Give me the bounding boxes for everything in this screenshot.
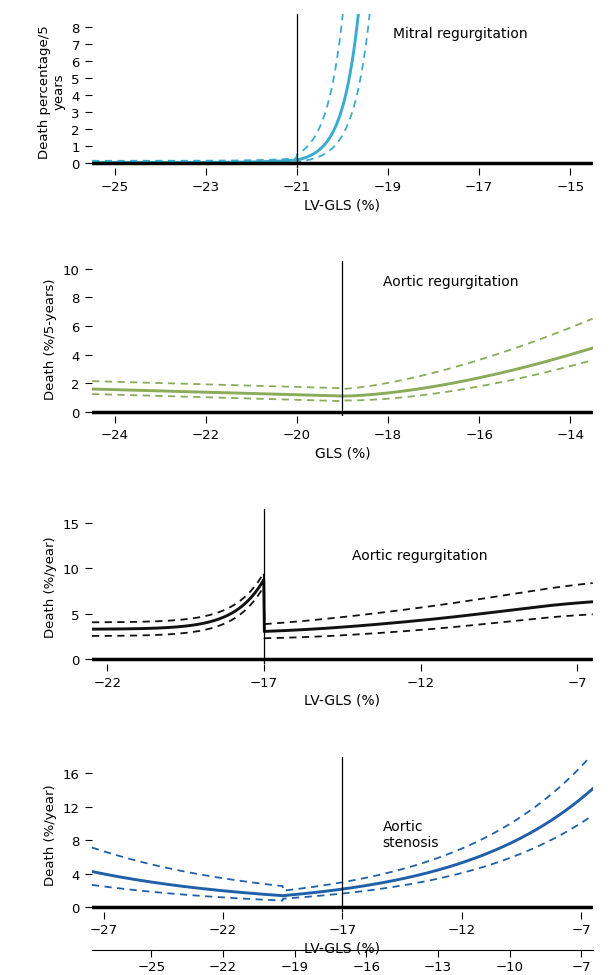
X-axis label: LV-GLS (%): LV-GLS (%): [304, 693, 380, 707]
Y-axis label: Death percentage/5
years: Death percentage/5 years: [38, 25, 66, 159]
Y-axis label: Death (%/5-years): Death (%/5-years): [45, 279, 57, 400]
X-axis label: LV-GLS (%): LV-GLS (%): [304, 941, 380, 955]
X-axis label: LV-GLS (%): LV-GLS (%): [304, 198, 380, 213]
Text: Aortic
stenosis: Aortic stenosis: [382, 819, 439, 849]
Text: Aortic regurgitation: Aortic regurgitation: [382, 274, 518, 289]
X-axis label: GLS (%): GLS (%): [315, 446, 370, 459]
Y-axis label: Death (%/year): Death (%/year): [45, 536, 57, 638]
Y-axis label: Death (%/year): Death (%/year): [45, 784, 57, 885]
Text: Aortic regurgitation: Aortic regurgitation: [352, 548, 488, 563]
Text: Mitral regurgitation: Mitral regurgitation: [392, 27, 527, 41]
